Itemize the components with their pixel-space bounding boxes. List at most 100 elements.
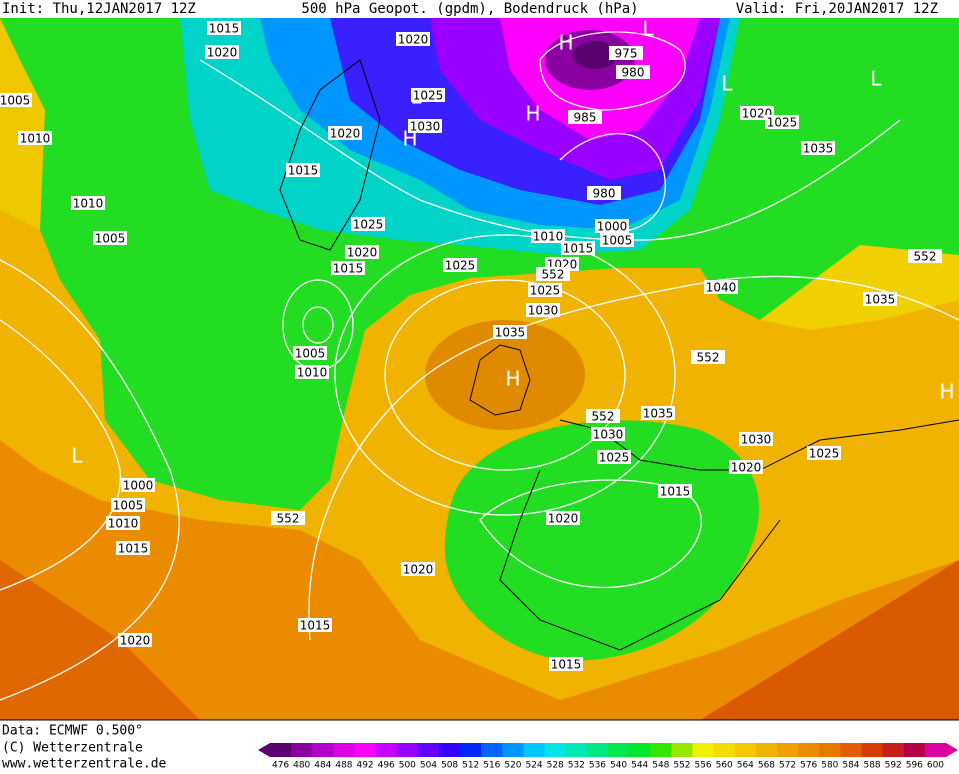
pressure-center: L — [721, 72, 733, 96]
pressure-center: H — [939, 380, 954, 404]
warm-region — [0, 560, 200, 720]
colorbar-label: 516 — [483, 761, 500, 771]
isobar-label: 1005 — [113, 499, 144, 513]
isobar-label: 552 — [914, 250, 937, 264]
coastline — [279, 59, 381, 251]
isobar-label-box — [595, 219, 629, 233]
isobar-label: 1015 — [551, 658, 582, 672]
isobar-label-box — [351, 217, 385, 231]
colorbar-label: 584 — [842, 761, 859, 771]
isobar-label-box — [568, 110, 602, 124]
isobar-label-box — [271, 511, 305, 525]
isobar-label-box — [0, 93, 32, 107]
isobar-label: 552 — [592, 410, 615, 424]
colorbar-arrow — [946, 743, 958, 757]
valid-time: Valid: Fri,20JAN2017 12Z — [736, 1, 938, 17]
isobar-label: 1000 — [123, 479, 154, 493]
colorbar-label: 560 — [716, 761, 733, 771]
isobar-label-box — [528, 283, 562, 297]
isobar-label: 1035 — [495, 326, 526, 340]
map-title: 500 hPa Geopot. (gpdm), Bodendruck (hPa) — [301, 1, 638, 17]
isobar-label: 1010 — [20, 132, 51, 146]
colorbar-label: 540 — [610, 761, 627, 771]
pressure-center: H — [525, 102, 540, 126]
colorbar-label: 556 — [694, 761, 711, 771]
isobar-label: 1025 — [767, 116, 798, 130]
isobar-label: 552 — [542, 268, 565, 282]
colorbar-swatch — [692, 743, 715, 757]
colorbar-label: 480 — [293, 761, 310, 771]
isobar-label: 1010 — [73, 197, 104, 211]
coastline — [469, 344, 531, 416]
isobar-label: 1010 — [533, 230, 564, 244]
isobar-label: 1030 — [741, 433, 772, 447]
colorbar-swatch — [882, 743, 905, 757]
isobar-label-box — [93, 231, 127, 245]
colorbar-label: 528 — [547, 761, 564, 771]
colorbar-label: 484 — [314, 761, 331, 771]
colorbar-label: 552 — [673, 761, 690, 771]
isobar-label-box — [765, 115, 799, 129]
colorbar-swatch — [777, 743, 799, 757]
isobar-label: 1020 — [207, 46, 238, 60]
isobar-label-box — [411, 88, 445, 102]
colorbar-label: 520 — [504, 761, 521, 771]
isobar-label-box — [286, 163, 320, 177]
colorbar: 476 480 484 488 492 496 500 504 508 512 516 520 524 5… — [258, 743, 958, 771]
colorbar-label: 488 — [335, 761, 352, 771]
isobar-label: 1030 — [528, 304, 559, 318]
isobar-label-box — [658, 484, 692, 498]
isobar-label-box — [205, 45, 239, 59]
colorbar-swatch — [565, 743, 588, 757]
isobar-label-box — [807, 446, 841, 460]
isobar-label-box — [609, 46, 643, 60]
isobar-label: 980 — [593, 187, 616, 201]
colorbar-label: 576 — [800, 761, 817, 771]
colorbar-arrow — [258, 743, 270, 757]
colorbar-label: 504 — [420, 761, 437, 771]
colorbar-swatch — [840, 743, 862, 757]
colorbar-swatch — [439, 743, 461, 757]
colorbar-swatch — [354, 743, 377, 757]
isobar-label-box — [587, 186, 621, 200]
isobar-label: 1025 — [530, 284, 561, 298]
init-time: Init: Thu,12JAN2017 12Z — [2, 1, 196, 17]
data-source: Data: ECMWF 0.500° — [2, 724, 143, 739]
isobar-label-box — [331, 261, 365, 275]
isobar-label: 1000 — [597, 220, 628, 234]
isobar-label-box — [328, 126, 362, 140]
low-core — [573, 41, 617, 69]
colorbar-swatch — [713, 743, 736, 757]
isobar-label-box — [493, 325, 527, 339]
isobar-label: 1025 — [809, 447, 840, 461]
isobar-label-box — [116, 541, 150, 555]
isobar-label: 985 — [574, 111, 597, 125]
isobar-label: 552 — [277, 512, 300, 526]
isobar-label: 1035 — [803, 142, 834, 156]
colorbar-label: 512 — [462, 761, 479, 771]
isobar-label-box — [111, 498, 145, 512]
isobar — [308, 275, 959, 641]
isobar — [0, 259, 180, 701]
isobar-label-box — [561, 241, 595, 255]
pressure-center: L — [870, 67, 882, 91]
isobar-label: 1010 — [108, 517, 139, 531]
isobar-label: 1005 — [0, 94, 30, 108]
isobar-label: 1015 — [660, 485, 691, 499]
colorbar-swatch — [819, 743, 841, 757]
colorbar-label: 548 — [652, 761, 669, 771]
isobar-label: 1020 — [347, 246, 378, 260]
isobar-label: 1010 — [297, 366, 328, 380]
isobar-label: 1020 — [403, 563, 434, 577]
isobar-label-box — [908, 249, 942, 263]
isobar-label: 1005 — [95, 232, 126, 246]
isobar-label-box — [121, 478, 155, 492]
isobar-label-box — [729, 460, 763, 474]
colorbar-label: 600 — [927, 761, 944, 771]
isobar-label: 552 — [697, 351, 720, 365]
pressure-center: L — [642, 17, 654, 41]
isobar-label-box — [408, 119, 442, 133]
isobar-label-box — [298, 618, 332, 632]
isobar — [0, 319, 121, 591]
